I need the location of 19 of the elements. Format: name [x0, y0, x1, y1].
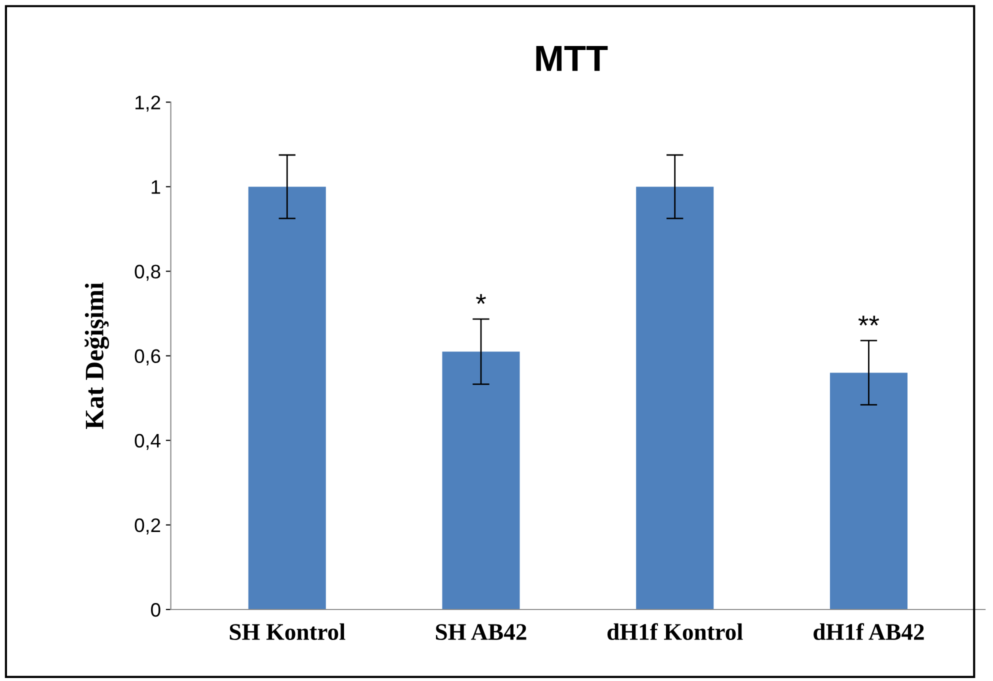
bar	[442, 352, 520, 610]
x-tick-label: dH1f Kontrol	[607, 623, 743, 640]
y-tick-label: 0,4	[134, 434, 161, 450]
x-tick-label: SH Kontrol	[230, 623, 346, 640]
y-axis-title: Kat Değişimi	[84, 282, 110, 430]
x-tick-label: dH1f AB42	[814, 623, 924, 640]
y-tick-label: 0,6	[134, 349, 160, 366]
bar	[248, 186, 326, 610]
y-tick-label: 1,2	[136, 96, 160, 112]
y-tick-label: 0,2	[134, 518, 160, 534]
bar	[830, 372, 908, 610]
y-tick-label: 0,8	[134, 264, 160, 281]
chart-title: MTT	[536, 46, 608, 71]
x-tick-label: SH AB42	[436, 624, 526, 640]
y-tick-label: 0	[151, 602, 160, 617]
annotation: *	[476, 294, 486, 304]
bar	[636, 186, 714, 610]
y-tick-label: 1	[152, 180, 160, 194]
annotation: **	[858, 316, 880, 326]
